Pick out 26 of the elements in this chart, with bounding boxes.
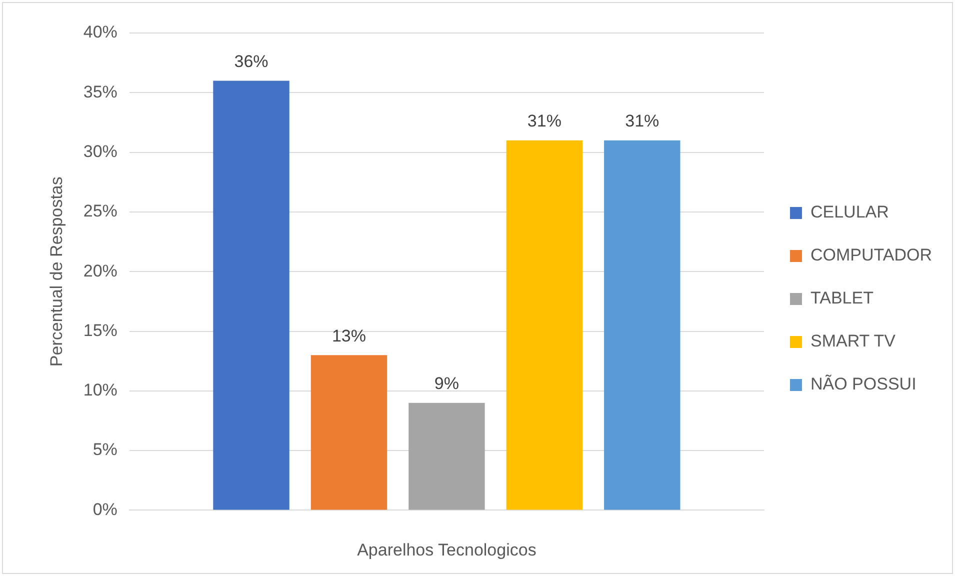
legend-label: TABLET (810, 288, 874, 308)
y-tick-label: 0% (92, 500, 118, 519)
data-label: 9% (434, 374, 459, 394)
legend-label: COMPUTADOR (810, 246, 932, 265)
bar (604, 140, 680, 510)
bar (310, 355, 388, 510)
bar (213, 80, 290, 510)
y-tick-label: 15% (83, 320, 118, 340)
data-label: 31% (625, 112, 660, 131)
data-label: 36% (234, 52, 268, 71)
legend-label: CELULAR (810, 202, 889, 222)
y-tick-label: 5% (92, 440, 118, 460)
bar (408, 402, 485, 510)
data-label: 31% (527, 112, 562, 131)
y-tick-label: 25% (83, 202, 118, 221)
y-axis-title: Percentual de Respostas (46, 176, 66, 367)
x-axis-title: Aparelhos Tecnologicos (357, 540, 536, 560)
legend-label: NÃO POSSUI (810, 374, 916, 394)
y-tick-label: 10% (83, 380, 118, 400)
y-tick-label: 40% (83, 22, 118, 42)
bar (506, 140, 583, 510)
y-tick-label: 20% (83, 261, 118, 280)
data-label: 13% (332, 326, 366, 346)
y-tick-label: 30% (83, 142, 118, 161)
y-tick-label: 35% (83, 82, 118, 102)
legend-label: SMART TV (810, 332, 896, 351)
